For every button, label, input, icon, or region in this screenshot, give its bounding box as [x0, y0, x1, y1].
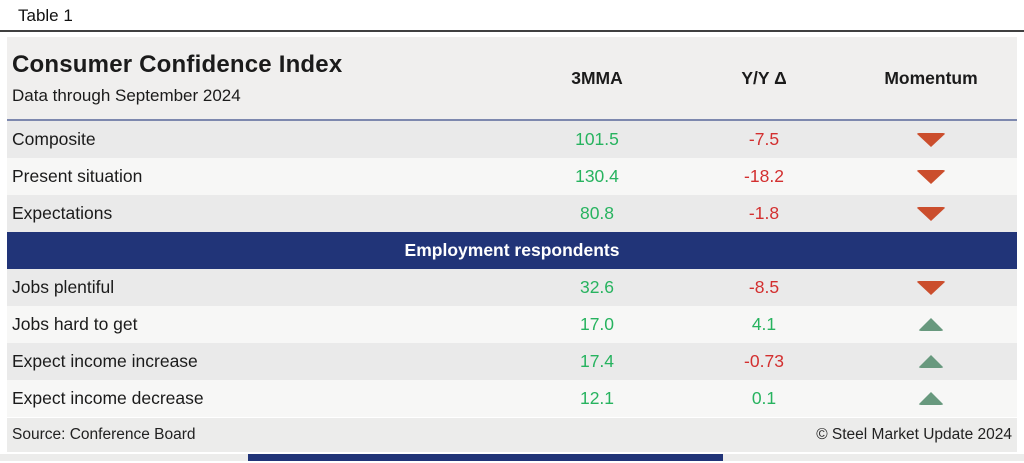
momentum-cell: [861, 392, 1001, 405]
table-title: Consumer Confidence Index: [12, 50, 343, 78]
table-row: Expectations 80.8 -1.8: [7, 195, 1017, 232]
momentum-cell: [861, 169, 1001, 184]
momentum-down-icon: [916, 132, 946, 147]
mma-value: 17.0: [579, 314, 615, 334]
table-row: Jobs plentiful 32.6 -8.5: [7, 269, 1017, 306]
row-label: Expectations: [12, 203, 113, 223]
table-footer: Source: Conference Board © Steel Market …: [7, 417, 1017, 452]
footer-divider-line: [7, 452, 1017, 454]
table-number-label-row: Table 1: [0, 0, 1024, 30]
mma-value: 32.6: [579, 277, 615, 297]
yoy-delta-value: 0.1: [751, 388, 777, 408]
top-divider-line: [0, 30, 1024, 32]
table-number-label: Table 1: [18, 6, 73, 25]
yoy-delta-value: -8.5: [748, 277, 780, 297]
table-title-block: Consumer Confidence Index Data through S…: [7, 51, 500, 106]
bottom-accent-bar: [248, 454, 723, 461]
momentum-cell: [861, 132, 1001, 147]
momentum-cell: [861, 355, 1001, 368]
momentum-up-icon: [918, 392, 944, 405]
source-note: Source: Conference Board: [12, 426, 196, 443]
yoy-delta-value: 4.1: [751, 314, 777, 334]
mma-value: 17.4: [579, 351, 615, 371]
mma-value: 130.4: [575, 166, 619, 186]
row-label: Jobs hard to get: [12, 314, 138, 334]
yoy-delta-value: -7.5: [748, 129, 780, 149]
table-subtitle: Data through September 2024: [12, 85, 241, 105]
row-label: Jobs plentiful: [12, 277, 115, 297]
table-row: Present situation 130.4 -18.2: [7, 158, 1017, 195]
momentum-cell: [861, 206, 1001, 221]
column-header-3mma: 3MMA: [571, 67, 623, 88]
yoy-delta-value: -18.2: [744, 166, 784, 186]
mma-value: 12.1: [579, 388, 615, 408]
bottom-strip: [0, 454, 1024, 461]
mma-value: 80.8: [579, 203, 615, 223]
yoy-delta-value: -1.8: [748, 203, 780, 223]
table-row: Jobs hard to get 17.0 4.1: [7, 306, 1017, 343]
momentum-down-icon: [916, 169, 946, 184]
momentum-cell: [861, 280, 1001, 295]
mma-value: 101.5: [575, 129, 619, 149]
table-row: Expect income decrease 12.1 0.1: [7, 380, 1017, 417]
table-row: Expect income increase 17.4 -0.73: [7, 343, 1017, 380]
momentum-down-icon: [916, 206, 946, 221]
table-row: Composite 101.5 -7.5: [7, 121, 1017, 158]
section-band-label: Employment respondents: [404, 240, 620, 260]
row-label: Present situation: [12, 166, 143, 186]
yoy-delta-value: -0.73: [744, 351, 784, 371]
column-header-yoy-delta: Y/Y Δ: [741, 67, 787, 88]
copyright-note: © Steel Market Update 2024: [816, 426, 1012, 443]
table-body: Composite 101.5 -7.5 Present situation 130.4…: [7, 121, 1017, 417]
momentum-cell: [861, 318, 1001, 331]
table-header: Consumer Confidence Index Data through S…: [7, 37, 1017, 121]
momentum-down-icon: [916, 280, 946, 295]
row-label: Expect income decrease: [12, 388, 204, 408]
section-band: Employment respondents: [7, 232, 1017, 269]
momentum-up-icon: [918, 355, 944, 368]
momentum-up-icon: [918, 318, 944, 331]
consumer-confidence-table: Consumer Confidence Index Data through S…: [7, 37, 1017, 454]
row-label: Expect income increase: [12, 351, 198, 371]
column-header-momentum: Momentum: [884, 67, 978, 88]
row-label: Composite: [12, 129, 96, 149]
